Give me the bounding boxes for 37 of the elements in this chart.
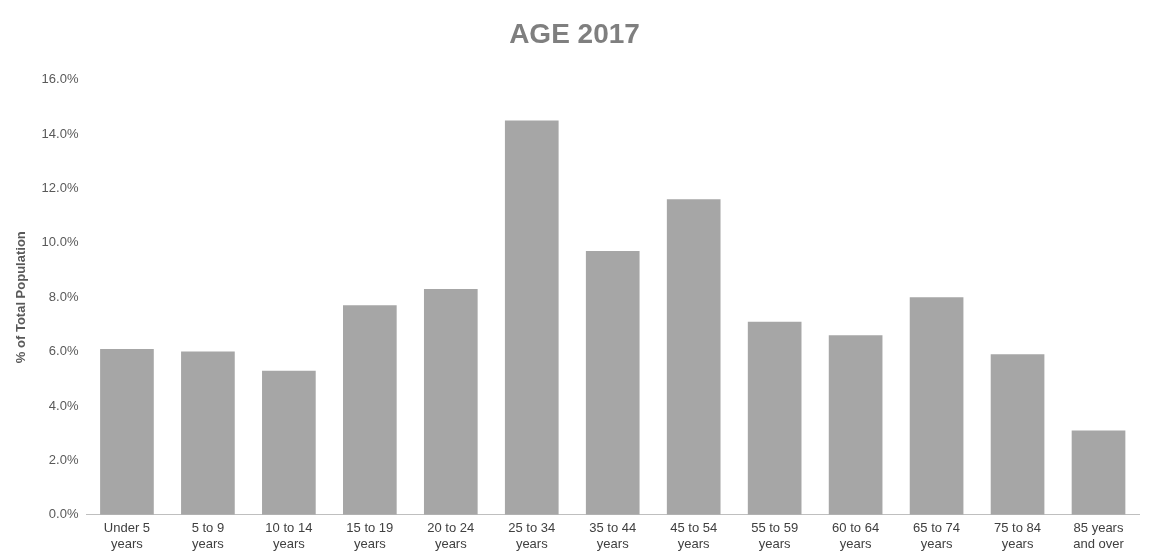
y-tick-label: 8.0% xyxy=(48,288,79,304)
x-tick-label: 25 to 34 years xyxy=(508,520,556,551)
bar xyxy=(181,351,235,515)
bar xyxy=(828,335,883,515)
bar xyxy=(423,289,478,515)
x-tick-label: 20 to 24 years xyxy=(427,520,475,551)
y-tick-label: 2.0% xyxy=(48,451,79,467)
bar xyxy=(343,305,397,515)
x-tick-label: 60 to 64 years xyxy=(832,520,880,551)
bar xyxy=(1071,430,1126,515)
x-tick-label: 35 to 44 years xyxy=(589,520,637,551)
y-tick-label: 16.0% xyxy=(41,71,79,87)
bar xyxy=(262,370,316,515)
bar xyxy=(100,348,154,515)
y-tick-label: 12.0% xyxy=(41,179,79,195)
y-tick-label: 10.0% xyxy=(41,234,79,250)
bar xyxy=(504,120,559,515)
y-tick-label: 6.0% xyxy=(48,343,79,359)
y-tick-label: 14.0% xyxy=(41,125,79,141)
x-tick-label: 10 to 14 years xyxy=(265,520,313,551)
x-tick-label: 15 to 19 years xyxy=(346,520,394,551)
x-tick-label: 65 to 74 years xyxy=(913,520,961,551)
x-tick-label: 75 to 84 years xyxy=(994,520,1042,551)
x-tick-label: 5 to 9 years xyxy=(191,520,225,551)
bar xyxy=(666,199,721,515)
bar xyxy=(909,297,964,515)
x-tick-label: 45 to 54 years xyxy=(670,520,718,551)
y-axis-title: % of Total Population xyxy=(13,231,29,364)
x-tick-label: 55 to 59 years xyxy=(751,520,799,551)
bar xyxy=(747,321,802,515)
y-tick-label: 4.0% xyxy=(48,397,79,413)
x-tick-label: 85 years and over xyxy=(1073,520,1125,551)
x-tick-label: Under 5 years xyxy=(103,520,151,551)
chart-title: AGE 2017 xyxy=(509,17,640,49)
y-tick-label: 0.0% xyxy=(48,506,79,522)
bar xyxy=(990,354,1045,515)
bar xyxy=(585,250,640,515)
